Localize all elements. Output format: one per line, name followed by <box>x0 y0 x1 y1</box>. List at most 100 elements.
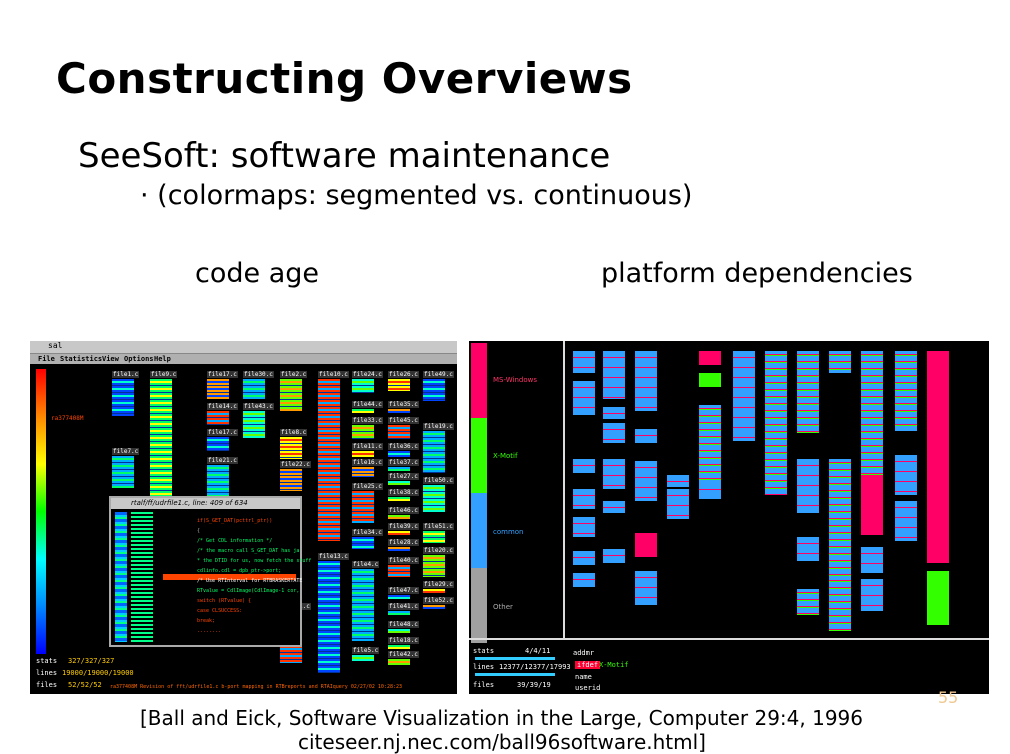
file-bar[interactable] <box>861 579 883 611</box>
file-bar[interactable] <box>733 351 755 441</box>
file-bar[interactable] <box>895 501 917 541</box>
file-bar[interactable] <box>388 409 410 413</box>
file-bar[interactable] <box>573 459 595 473</box>
file-bar[interactable] <box>318 561 340 673</box>
file-bar[interactable] <box>573 351 595 373</box>
file-bar[interactable] <box>388 451 410 457</box>
file-bar[interactable] <box>667 475 689 487</box>
file-bar[interactable] <box>423 555 445 577</box>
file-bar[interactable] <box>388 467 410 471</box>
file-bar[interactable] <box>603 423 625 443</box>
stat-slider[interactable] <box>475 657 555 660</box>
file-bar[interactable] <box>423 431 445 473</box>
file-bar[interactable] <box>927 351 949 563</box>
file-bar[interactable] <box>388 531 410 535</box>
file-bar[interactable] <box>112 379 134 416</box>
file-bar[interactable] <box>573 551 595 565</box>
file-bar[interactable] <box>243 379 265 399</box>
legend-ms-windows[interactable]: MS-Windows <box>493 376 537 384</box>
file-bar[interactable] <box>603 459 625 489</box>
menu-file[interactable]: File <box>38 355 55 363</box>
file-bar[interactable] <box>423 485 445 512</box>
file-bar[interactable] <box>699 373 721 387</box>
file-bar[interactable] <box>895 351 917 431</box>
file-bar[interactable] <box>207 465 229 497</box>
field-x-motif[interactable]: X-Motif <box>599 661 629 669</box>
file-bar[interactable] <box>861 351 883 481</box>
file-bar[interactable] <box>573 489 595 509</box>
file-bar[interactable] <box>635 533 657 557</box>
file-bar[interactable] <box>635 571 657 605</box>
file-bar[interactable] <box>573 401 595 415</box>
file-bar[interactable] <box>352 451 374 457</box>
file-bar[interactable] <box>829 351 851 373</box>
file-bar[interactable] <box>635 351 657 411</box>
file-bar[interactable] <box>423 605 445 609</box>
file-bar[interactable] <box>280 469 302 491</box>
legend-common[interactable]: common <box>493 528 524 536</box>
field-ifdef[interactable]: ifdef <box>575 661 601 669</box>
file-bar[interactable] <box>352 569 374 641</box>
file-bar[interactable] <box>797 351 819 433</box>
file-bar[interactable] <box>573 517 595 537</box>
file-bar[interactable] <box>388 645 410 649</box>
file-bar[interactable] <box>423 589 445 593</box>
file-bar[interactable] <box>388 611 410 615</box>
file-bar[interactable] <box>603 407 625 419</box>
file-bar[interactable] <box>861 547 883 573</box>
field-addmr[interactable]: addmr <box>573 649 595 657</box>
file-bar[interactable] <box>388 547 410 551</box>
file-bar[interactable] <box>388 515 410 519</box>
file-bar[interactable] <box>699 351 721 365</box>
file-bar[interactable] <box>352 409 374 413</box>
file-bar[interactable] <box>280 437 302 459</box>
file-bar[interactable] <box>352 537 374 549</box>
file-bar[interactable] <box>603 549 625 563</box>
file-bar[interactable] <box>352 379 374 393</box>
file-bar[interactable] <box>388 659 410 665</box>
file-bar[interactable] <box>388 481 410 485</box>
file-bar[interactable] <box>797 459 819 513</box>
field-userid[interactable]: userid <box>575 684 601 692</box>
menu-help[interactable]: Help <box>154 355 171 363</box>
file-bar[interactable] <box>318 379 340 541</box>
file-bar[interactable] <box>207 379 229 399</box>
file-bar[interactable] <box>352 425 374 439</box>
file-bar[interactable] <box>797 537 819 561</box>
file-bar[interactable] <box>112 456 134 488</box>
file-bar[interactable] <box>635 429 657 443</box>
file-bar[interactable] <box>603 501 625 513</box>
file-bar[interactable] <box>573 573 595 587</box>
file-bar[interactable] <box>352 491 374 523</box>
color-key-bar[interactable] <box>36 369 46 654</box>
file-bar[interactable] <box>423 531 445 543</box>
file-bar[interactable] <box>829 459 851 581</box>
file-bar[interactable] <box>423 379 445 401</box>
menu-view[interactable]: View <box>102 355 119 363</box>
file-bar[interactable] <box>699 405 721 499</box>
legend-x-motif[interactable]: X-Motif <box>493 452 518 460</box>
legend-other[interactable]: Other <box>493 603 513 611</box>
menu-statistics[interactable]: Statistics <box>60 355 103 363</box>
file-bar[interactable] <box>388 379 410 391</box>
field-name[interactable]: name <box>575 673 592 681</box>
file-bar[interactable] <box>280 379 302 411</box>
file-bar[interactable] <box>388 425 410 439</box>
file-bar[interactable] <box>829 577 851 631</box>
file-bar[interactable] <box>895 455 917 495</box>
file-bar[interactable] <box>635 461 657 501</box>
file-bar[interactable] <box>207 411 229 425</box>
file-bar[interactable] <box>573 381 595 403</box>
file-bar[interactable] <box>388 497 410 501</box>
file-bar[interactable] <box>388 565 410 577</box>
file-bar[interactable] <box>861 475 883 535</box>
file-bar[interactable] <box>603 351 625 399</box>
file-bar[interactable] <box>667 489 689 519</box>
file-bar[interactable] <box>388 595 410 599</box>
file-bar[interactable] <box>797 589 819 615</box>
file-bar[interactable] <box>765 351 787 495</box>
file-bar[interactable] <box>927 571 949 625</box>
file-bar[interactable] <box>352 655 374 661</box>
file-bar[interactable] <box>388 629 410 633</box>
file-bar[interactable] <box>352 467 374 477</box>
